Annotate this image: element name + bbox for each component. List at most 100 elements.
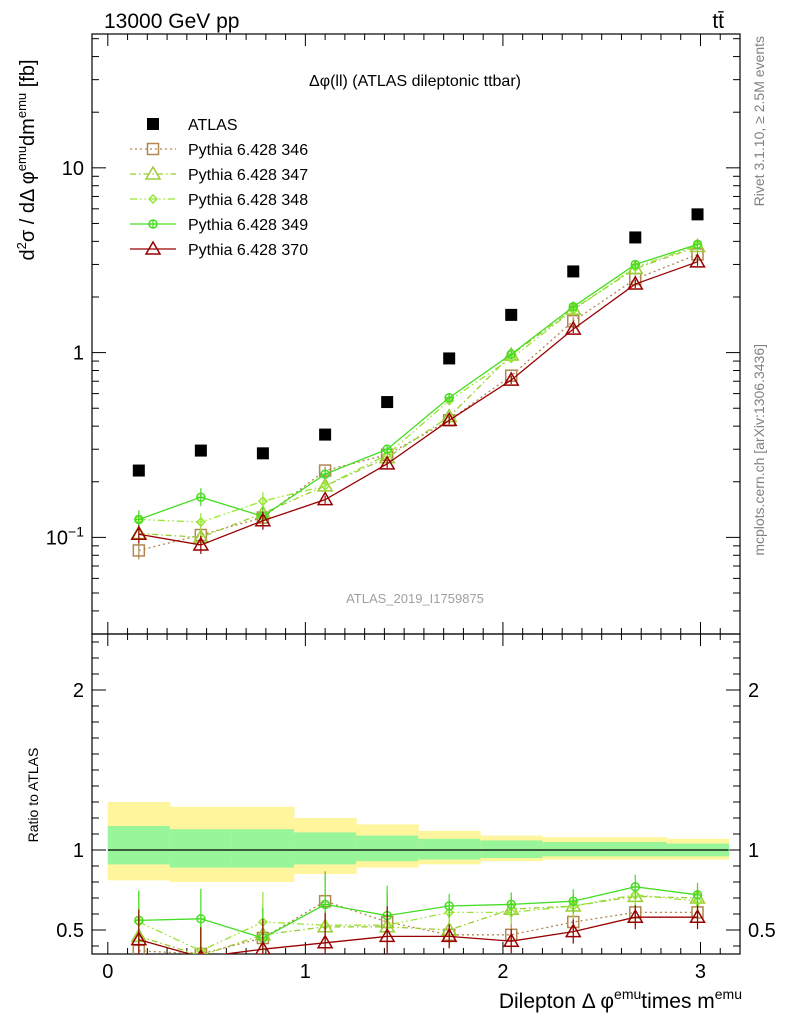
ratio-y-tick-label-right: 0.5 [748, 920, 776, 942]
ratio-band-inner [293, 832, 357, 865]
ratio-mc-5-point [564, 923, 582, 938]
mc-4-point [568, 302, 579, 312]
header-process-label: 13000 GeV pp [104, 10, 239, 33]
atlas-data-point [567, 265, 580, 278]
legend-label-4: Pythia 6.428 349 [188, 217, 308, 234]
ratio-mc-1-line [138, 900, 698, 954]
legend-label-5: Pythia 6.428 370 [188, 242, 308, 259]
main-plot-title: Δφ(ll) (ATLAS dileptonic ttbar) [309, 73, 521, 90]
ratio-mc-5-point [440, 927, 458, 943]
atlas-data-point [691, 208, 704, 221]
ratio-band-inner [604, 842, 667, 857]
atlas-data-point [194, 444, 207, 457]
legend-marker-4 [148, 219, 158, 229]
main-y-axis-label: d2σ / dΔ φemudmemu [fb] [14, 59, 39, 260]
mc-4-point [692, 239, 703, 250]
atlas-data-point [256, 447, 269, 460]
analysis-watermark: ATLAS_2019_I1759875 [346, 591, 484, 606]
x-tick-label: 2 [497, 961, 508, 983]
ratio-mc-3-line [138, 894, 698, 952]
mc-5-point [254, 512, 272, 527]
legend-label-2: Pythia 6.428 347 [188, 167, 308, 184]
ratio-mc-5-point [130, 931, 148, 946]
ratio-mc-5-point [255, 940, 271, 954]
ratio-band-inner [107, 826, 171, 865]
ratio-mc-4-point [320, 899, 330, 910]
mc-5-point [316, 491, 334, 506]
ratio-mc-4-point [692, 890, 703, 900]
mc-4-point [444, 392, 454, 403]
ratio-band-inner [542, 842, 605, 857]
legend-label-1: Pythia 6.428 346 [188, 142, 308, 159]
ratio-band-inner [418, 838, 481, 860]
mc-4-point [506, 349, 516, 359]
rivet-version-label: Rivet 3.1.10, ≥ 2.5M events [751, 36, 767, 206]
mc-5-line [138, 261, 698, 546]
x-tick-label: 1 [300, 961, 311, 983]
atlas-data-point [132, 464, 145, 477]
legend-label-0: ATLAS [188, 117, 238, 134]
legend-marker-5 [144, 240, 162, 255]
ratio-plot-frame [91, 633, 741, 955]
mc-5-point [564, 320, 582, 335]
ratio-mc-4-point [506, 899, 516, 910]
mc-5-point [689, 253, 706, 268]
ratio-mc-4-line [138, 886, 698, 939]
legend-marker-2 [144, 165, 162, 180]
mcplots-reference-label: mcplots.cern.ch [arXiv:1306.3436] [751, 344, 767, 556]
header-final-state-label: tt̄ [712, 10, 724, 33]
mc-4-point [134, 514, 144, 525]
legend-label-3: Pythia 6.428 348 [188, 192, 308, 209]
ratio-mc-4-point [568, 896, 579, 906]
mc-5-point [502, 371, 520, 386]
atlas-data-point [381, 396, 394, 409]
legend-marker-3 [147, 193, 159, 205]
atlas-data-point [443, 352, 456, 365]
mc-3-line [138, 244, 698, 523]
mc-5-point [192, 536, 210, 551]
main-y-tick-label: 1 [73, 343, 84, 365]
ratio-mc-5-point [316, 934, 334, 949]
ratio-y-tick-label: 2 [73, 680, 84, 702]
mc-5-point [130, 525, 148, 540]
atlas-data-point [629, 231, 642, 244]
mc-4-point [320, 469, 330, 479]
ratio-mc-4-point [444, 901, 454, 911]
mc-5-point [440, 411, 458, 427]
ratio-mc-2-line [138, 895, 698, 954]
ratio-y-tick-label-right: 1 [748, 840, 759, 862]
ratio-band-inner [231, 829, 295, 868]
ratio-mc-5-point [378, 927, 396, 943]
x-axis-label: Dilepton Δ φemutimes memu [499, 986, 742, 1013]
ratio-band-inner [356, 835, 419, 862]
mc-4-point [382, 444, 392, 454]
mc-3-point [257, 496, 268, 507]
mc-4-point [196, 492, 206, 502]
legend-marker-1 [146, 142, 160, 156]
x-tick-label: 3 [695, 961, 706, 983]
ratio-mc-3-point [195, 945, 206, 954]
main-y-tick-label: 10 [62, 158, 84, 180]
mc-4-line [138, 243, 698, 521]
ratio-y-axis-label: Ratio to ATLAS [25, 748, 41, 843]
mc-3-point [320, 480, 331, 491]
ratio-mc-4-point [196, 914, 206, 924]
ratio-y-tick-label: 0.5 [56, 920, 84, 942]
legend-atlas-marker [147, 118, 159, 130]
mc-1-point [132, 544, 146, 557]
mc-1-line [138, 253, 698, 552]
ratio-mc-5-point [502, 932, 520, 947]
ratio-mc-4-point [630, 882, 641, 892]
ratio-y-tick-label-right: 2 [748, 680, 759, 702]
x-tick-label: 0 [102, 961, 113, 983]
mc-3-point [195, 517, 206, 528]
ratio-mc-5-line [138, 916, 698, 954]
atlas-data-point [319, 428, 332, 441]
mc-3-point [382, 449, 393, 460]
ratio-mc-5-point [689, 908, 706, 923]
ratio-band-inner [480, 840, 543, 858]
mc-4-point [630, 259, 641, 270]
mc-5-point [626, 275, 644, 290]
